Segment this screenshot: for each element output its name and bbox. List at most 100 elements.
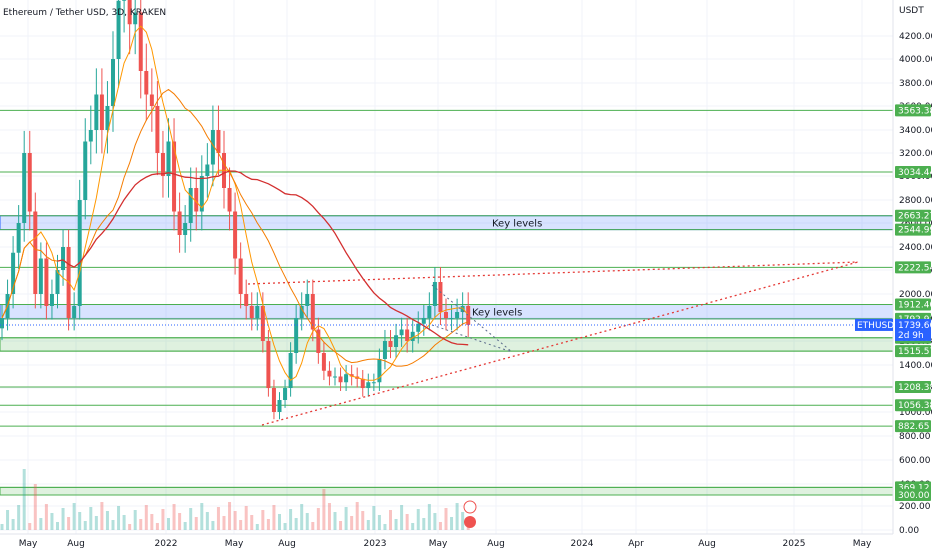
candle [444, 312, 448, 318]
volume-bar [372, 506, 376, 530]
candle [410, 331, 415, 341]
y-tick-label: 3800.00 [899, 79, 932, 89]
candle [16, 223, 21, 253]
level-tag-label: 3034.44 [898, 168, 932, 178]
wedge-line-lower [431, 324, 513, 353]
candle [327, 370, 332, 377]
candle [194, 188, 199, 212]
volume-bar [300, 504, 304, 530]
volume-bar [200, 503, 204, 530]
x-tick-label: May [429, 539, 448, 549]
candle [294, 318, 299, 353]
candle [299, 306, 304, 318]
volume-bar [122, 515, 126, 530]
symbol-tag-bg [855, 318, 893, 331]
volume-bar [266, 519, 270, 530]
x-tick-label: Aug [698, 539, 716, 549]
candle [349, 374, 354, 377]
ma-fast-line [1, 25, 469, 381]
volume-bar [211, 521, 215, 530]
candle [127, 0, 132, 25]
key-level-zone [0, 215, 894, 231]
candle [466, 306, 471, 325]
candle [22, 153, 27, 223]
volume-bar [350, 516, 354, 530]
current-price-label: 1739.66 [898, 321, 932, 331]
volume-bar [11, 519, 15, 530]
candle [83, 141, 88, 200]
level-tag-label: 1515.57 [898, 347, 932, 357]
wedge-line-upper [431, 284, 513, 353]
x-tick-label: Aug [487, 539, 505, 549]
volume-bar [272, 505, 276, 530]
candle [449, 318, 454, 319]
volume-bar [61, 508, 65, 530]
volume-bar [189, 508, 193, 530]
volume-bar [416, 509, 420, 530]
level-price-tag: 2663.27 [895, 209, 932, 222]
candle [405, 329, 410, 341]
volume-bar [133, 510, 137, 530]
candle [49, 294, 54, 306]
level-tag-label: 1208.38 [898, 383, 932, 393]
candle [205, 164, 210, 176]
candle [199, 176, 204, 212]
candle [271, 388, 276, 412]
volume-bar [100, 502, 104, 530]
volume-bar [222, 516, 226, 530]
symbol-tag-label: ETHUSDT [857, 321, 900, 331]
candle [333, 376, 337, 378]
candle [460, 306, 465, 312]
volume-bar [139, 519, 143, 530]
volume-bar [194, 517, 198, 530]
candle [249, 306, 254, 318]
volume-bar [344, 507, 348, 530]
level-tag-label: 1912.40 [898, 301, 932, 311]
level-tag-bg [895, 223, 931, 236]
volume-bar [427, 504, 431, 530]
x-tick-label: 2023 [364, 539, 387, 549]
zone-label: Key levels [472, 308, 522, 319]
candle [305, 294, 310, 306]
volume-bar [400, 505, 404, 530]
level-tag-bg [895, 381, 931, 394]
volume-bar [283, 523, 287, 530]
candle [338, 376, 343, 383]
volume-bar [228, 502, 232, 530]
y-tick-label: 2000.00 [899, 290, 932, 300]
candle [382, 341, 387, 359]
candle [266, 341, 271, 388]
level-price-tag: 300.00 [895, 489, 931, 501]
zone-label: Key levels [492, 219, 542, 230]
level-tag-bg [895, 261, 931, 274]
level-tag-label: 3563.38 [898, 106, 932, 116]
y-tick-label: 0.00 [899, 526, 919, 536]
candle [188, 188, 193, 223]
candle [77, 200, 82, 306]
level-price-tag: 1208.38 [895, 381, 932, 394]
candle [255, 306, 260, 318]
candle [177, 211, 182, 235]
candle [44, 258, 49, 306]
volume-bar [289, 509, 293, 530]
x-tick-label: Aug [278, 539, 296, 549]
candle [166, 141, 171, 176]
countdown-label: 2d 9h [898, 331, 924, 341]
candle [210, 130, 215, 165]
volume-bar [128, 524, 132, 530]
volume-bar [389, 510, 392, 530]
level-price-tag: 1515.57 [895, 345, 932, 358]
candle [360, 378, 365, 388]
candle [399, 329, 404, 336]
x-tick-label: May [19, 539, 38, 549]
volume-bar [444, 508, 448, 530]
y-tick-label: 3200.00 [899, 149, 932, 159]
volume-bar [183, 522, 187, 530]
candle [0, 318, 4, 329]
level-tag-label: 882.65 [898, 422, 930, 432]
volume-bar [39, 518, 43, 530]
volume-bar [316, 508, 320, 530]
